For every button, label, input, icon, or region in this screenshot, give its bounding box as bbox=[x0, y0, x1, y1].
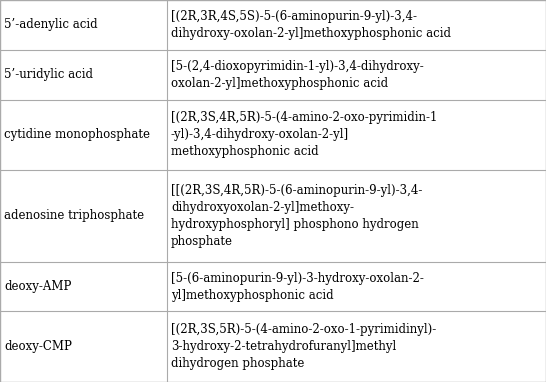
Text: [(2R,3S,4R,5R)-5-(4-amino-2-oxo-pyrimidin-1
-yl)-3,4-dihydroxy-oxolan-2-yl]
meth: [(2R,3S,4R,5R)-5-(4-amino-2-oxo-pyrimidi… bbox=[171, 112, 437, 159]
Text: deoxy-AMP: deoxy-AMP bbox=[4, 280, 72, 293]
Text: [(2R,3R,4S,5S)-5-(6-aminopurin-9-yl)-3,4-
dihydroxy-oxolan-2-yl]methoxyphosphoni: [(2R,3R,4S,5S)-5-(6-aminopurin-9-yl)-3,4… bbox=[171, 10, 451, 40]
Text: deoxy-CMP: deoxy-CMP bbox=[4, 340, 72, 353]
Text: [5-(2,4-dioxopyrimidin-1-yl)-3,4-dihydroxy-
oxolan-2-yl]methoxyphosphonic acid: [5-(2,4-dioxopyrimidin-1-yl)-3,4-dihydro… bbox=[171, 60, 424, 90]
Text: [[(2R,3S,4R,5R)-5-(6-aminopurin-9-yl)-3,4-
dihydroxyoxolan-2-yl]methoxy-
hydroxy: [[(2R,3S,4R,5R)-5-(6-aminopurin-9-yl)-3,… bbox=[171, 184, 422, 248]
Text: [5-(6-aminopurin-9-yl)-3-hydroxy-oxolan-2-
yl]methoxyphosphonic acid: [5-(6-aminopurin-9-yl)-3-hydroxy-oxolan-… bbox=[171, 272, 424, 301]
Text: cytidine monophosphate: cytidine monophosphate bbox=[4, 128, 150, 141]
Text: [(2R,3S,5R)-5-(4-amino-2-oxo-1-pyrimidinyl)-
3-hydroxy-2-tetrahydrofuranyl]methy: [(2R,3S,5R)-5-(4-amino-2-oxo-1-pyrimidin… bbox=[171, 323, 436, 370]
Text: 5’-adenylic acid: 5’-adenylic acid bbox=[4, 18, 98, 31]
Text: 5’-uridylic acid: 5’-uridylic acid bbox=[4, 68, 93, 81]
Text: adenosine triphosphate: adenosine triphosphate bbox=[4, 209, 145, 222]
